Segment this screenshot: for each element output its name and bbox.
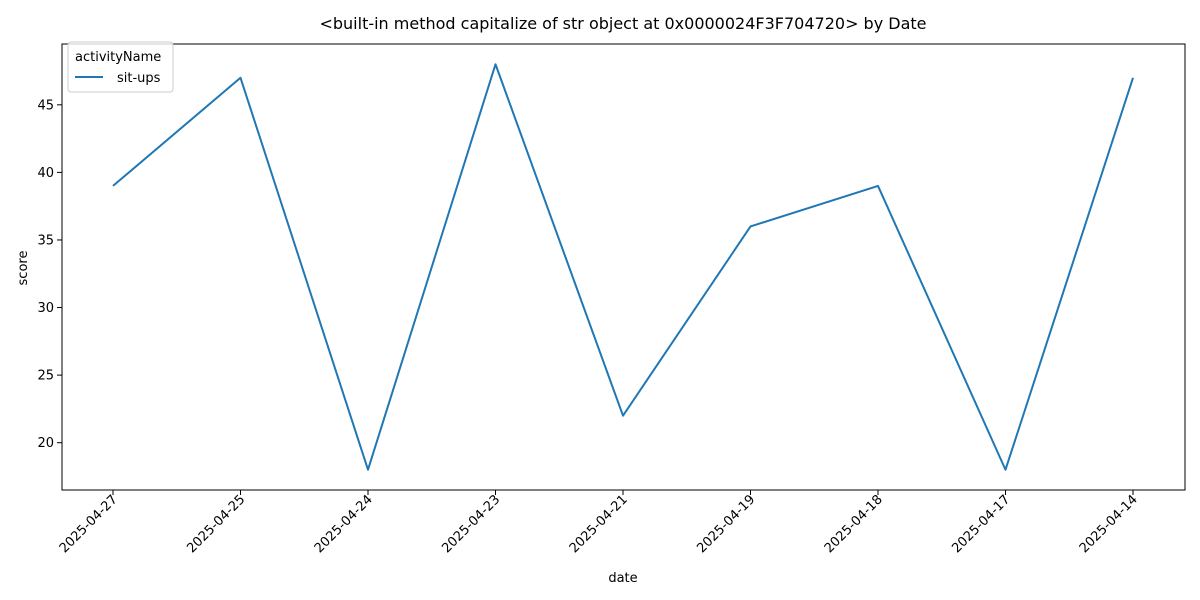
y-tick-label: 45 xyxy=(37,98,54,113)
x-tick-label: 2025-04-14 xyxy=(1077,492,1141,556)
x-tick-label: 2025-04-23 xyxy=(439,492,503,556)
x-axis-label: date xyxy=(608,571,637,586)
y-tick-label: 30 xyxy=(37,301,54,316)
plot-frame xyxy=(61,43,1186,491)
x-axis-ticks: 2025-04-27 2025-04-25 2025-04-24 2025-04-23… xyxy=(57,490,1141,556)
legend-title: activityName xyxy=(75,50,161,65)
series-line-sit-ups xyxy=(112,63,1134,471)
x-tick-label: 2025-04-19 xyxy=(694,492,758,556)
legend-frame xyxy=(67,41,174,93)
plot-area xyxy=(61,43,1186,491)
x-tick-label: 2025-04-24 xyxy=(312,492,376,556)
y-tick-label: 35 xyxy=(37,233,54,248)
legend-label-sit-ups: sit-ups xyxy=(117,71,161,86)
y-axis-label: score xyxy=(16,251,31,286)
legend: activityName sit-ups xyxy=(67,41,174,93)
y-tick-label: 25 xyxy=(37,369,54,384)
x-tick-label: 2025-04-25 xyxy=(184,492,248,556)
y-axis-ticks: 20 25 30 35 40 45 xyxy=(37,98,62,451)
y-tick-label: 20 xyxy=(37,436,54,451)
x-tick-label: 2025-04-17 xyxy=(949,492,1013,556)
y-tick-label: 40 xyxy=(37,166,54,181)
chart-title: <built-in method capitalize of str objec… xyxy=(319,14,926,33)
x-tick-label: 2025-04-18 xyxy=(822,492,886,556)
x-tick-label: 2025-04-21 xyxy=(567,492,631,556)
series-layer xyxy=(112,63,1134,471)
x-tick-label: 2025-04-27 xyxy=(57,492,121,556)
